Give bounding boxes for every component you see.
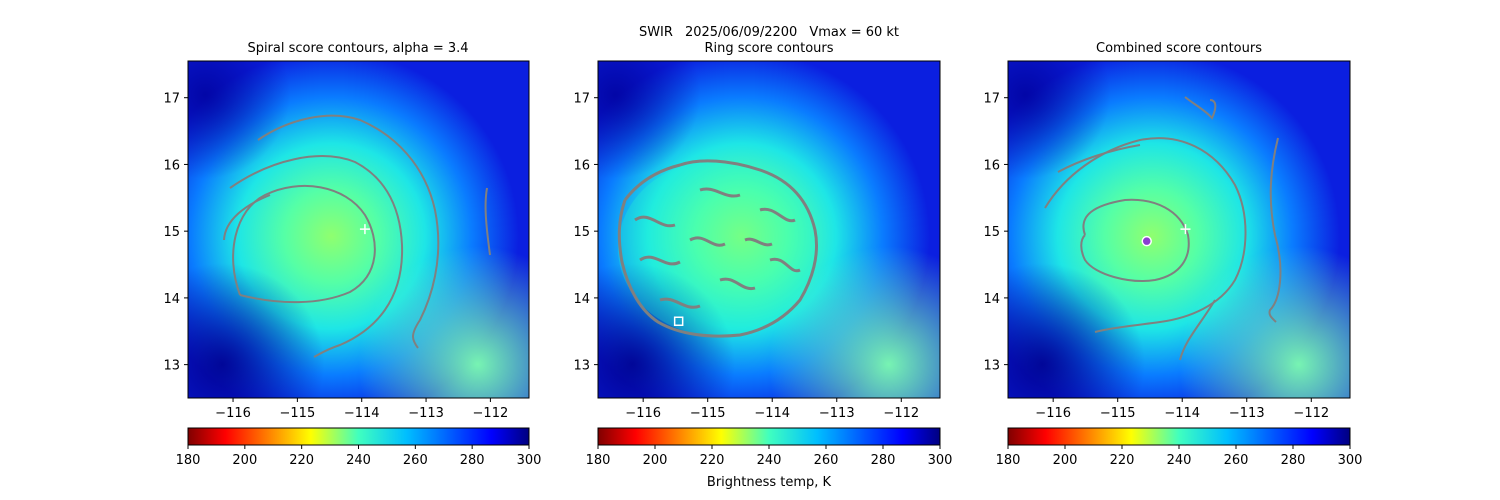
colorbar-tick-label: 260	[403, 453, 428, 468]
x-tick-label: −112	[883, 406, 919, 421]
x-tick-label: −113	[819, 406, 855, 421]
markers-combined	[1141, 224, 1191, 247]
contour-combined-middle	[1044, 137, 1247, 333]
colorbar-tick-label: 300	[517, 453, 542, 468]
y-tick-label: 17	[983, 92, 1000, 107]
ring-center-square-marker	[673, 316, 684, 327]
panel-title-ring: Ring score contours	[704, 41, 833, 56]
axis-ticks-combined: −116 −115 −114 −113 −112 13 14 15 16 17	[983, 92, 1329, 421]
colorbar-tick-label: 300	[928, 453, 953, 468]
panel-ring: Ring score contours −116 −115 −114 −113 −112…	[573, 41, 952, 490]
y-tick-label: 15	[163, 225, 180, 240]
colorbar-tick-label: 200	[643, 453, 668, 468]
y-tick-label: 16	[163, 158, 180, 173]
markers-ring	[673, 316, 684, 327]
contour-combined-inner	[1080, 198, 1190, 282]
panel-combined: Combined score contours −116 −115 −114 −113…	[983, 41, 1362, 468]
colorbar-tick-label: 240	[1167, 453, 1192, 468]
panel-title-combined: Combined score contours	[1096, 41, 1262, 56]
contour-combined-east	[1268, 137, 1282, 323]
colorbar-tick-label: 260	[1224, 453, 1249, 468]
x-tick-label: −113	[408, 406, 444, 421]
y-tick-label: 14	[163, 292, 180, 307]
x-tick-label: −114	[754, 406, 790, 421]
colorbar-tick-label: 300	[1338, 453, 1363, 468]
y-tick-label: 14	[983, 292, 1000, 307]
y-tick-label: 17	[573, 92, 590, 107]
x-tick-label: −115	[280, 406, 316, 421]
axes-frame-combined	[1007, 60, 1351, 399]
contour-combined-outer	[1057, 96, 1217, 173]
x-tick-label: −114	[1164, 406, 1200, 421]
combined-center-circle-marker	[1141, 235, 1152, 247]
y-tick-label: 15	[983, 225, 1000, 240]
y-tick-label: 13	[573, 359, 590, 374]
x-tick-label: −114	[344, 406, 380, 421]
heatmap-ring	[598, 61, 940, 398]
suptitle-product: SWIR	[639, 25, 673, 40]
x-tick-label: −115	[1100, 406, 1136, 421]
first-guess-plus-marker	[359, 224, 370, 235]
colorbar-tick-label: 180	[586, 453, 611, 468]
contour-spiral-inner	[232, 184, 376, 304]
colorbar-tick-label: 280	[871, 453, 896, 468]
x-tick-label: −116	[215, 406, 251, 421]
colorbar-tick-label: 240	[346, 453, 371, 468]
y-tick-label: 16	[573, 158, 590, 173]
colorbar-tick-label: 260	[814, 453, 839, 468]
colorbar-ticks-combined: 180 200 220 240 260 280 300	[996, 445, 1363, 468]
axis-ticks-spiral: −116 −115 −114 −113 −112 13 14 15 16 17	[163, 92, 508, 421]
colorbar-tick-label: 180	[996, 453, 1021, 468]
x-tick-label: −116	[625, 406, 661, 421]
figure-suptitle: SWIR 2025/06/09/2200 Vmax = 60 kt	[639, 25, 899, 40]
suptitle-datetime: 2025/06/09/2200	[685, 25, 797, 40]
y-tick-label: 17	[163, 92, 180, 107]
x-tick-label: −112	[1293, 406, 1329, 421]
markers-spiral	[359, 224, 370, 235]
first-guess-plus-marker	[1180, 224, 1191, 235]
colorbar-ring	[597, 427, 941, 446]
y-tick-label: 15	[573, 225, 590, 240]
y-tick-label: 16	[983, 158, 1000, 173]
contour-spiral-outer	[257, 114, 440, 349]
suptitle-vmax: Vmax = 60 kt	[809, 25, 899, 40]
axes-frame-ring	[597, 60, 941, 399]
x-tick-label: −113	[1229, 406, 1265, 421]
y-tick-label: 14	[573, 292, 590, 307]
panel-title-spiral: Spiral score contours, alpha = 3.4	[247, 41, 468, 56]
heatmap-spiral	[188, 61, 529, 398]
colorbar-tick-label: 280	[460, 453, 485, 468]
colorbar-combined	[1007, 427, 1351, 446]
colorbar-ticks-ring: 180 200 220 240 260 280 300	[586, 445, 953, 468]
colorbar-tick-label: 200	[232, 453, 257, 468]
colorbar-tick-label: 280	[1281, 453, 1306, 468]
ring-analysis-disk	[618, 160, 818, 336]
y-tick-label: 13	[163, 359, 180, 374]
colorbar-tick-label: 240	[757, 453, 782, 468]
y-tick-label: 13	[983, 359, 1000, 374]
x-tick-label: −116	[1035, 406, 1071, 421]
colorbar-tick-label: 200	[1053, 453, 1078, 468]
axes-frame-spiral	[187, 60, 530, 399]
colorbar-tick-label: 220	[1110, 453, 1135, 468]
ring-contour-noise	[617, 159, 819, 338]
contour-spiral-east	[484, 187, 491, 256]
contour-spiral-middle	[223, 155, 404, 358]
x-tick-label: −112	[473, 406, 509, 421]
axis-ticks-ring: −116 −115 −114 −113 −112 13 14 15 16 17	[573, 92, 919, 421]
colorbar-tick-label: 220	[700, 453, 725, 468]
x-tick-label: −115	[690, 406, 726, 421]
heatmap-combined	[1008, 61, 1350, 398]
colorbar-spiral	[187, 427, 530, 446]
colorbar-label: Brightness temp, K	[707, 475, 832, 490]
panel-spiral: Spiral score contours, alpha = 3.4 −116−…	[163, 41, 541, 468]
colorbar-ticks-spiral: 180 200 220 240 260 280 300	[176, 445, 542, 468]
colorbar-tick-label: 180	[176, 453, 201, 468]
contour-combined-south	[1179, 299, 1216, 361]
colorbar-tick-label: 220	[289, 453, 314, 468]
